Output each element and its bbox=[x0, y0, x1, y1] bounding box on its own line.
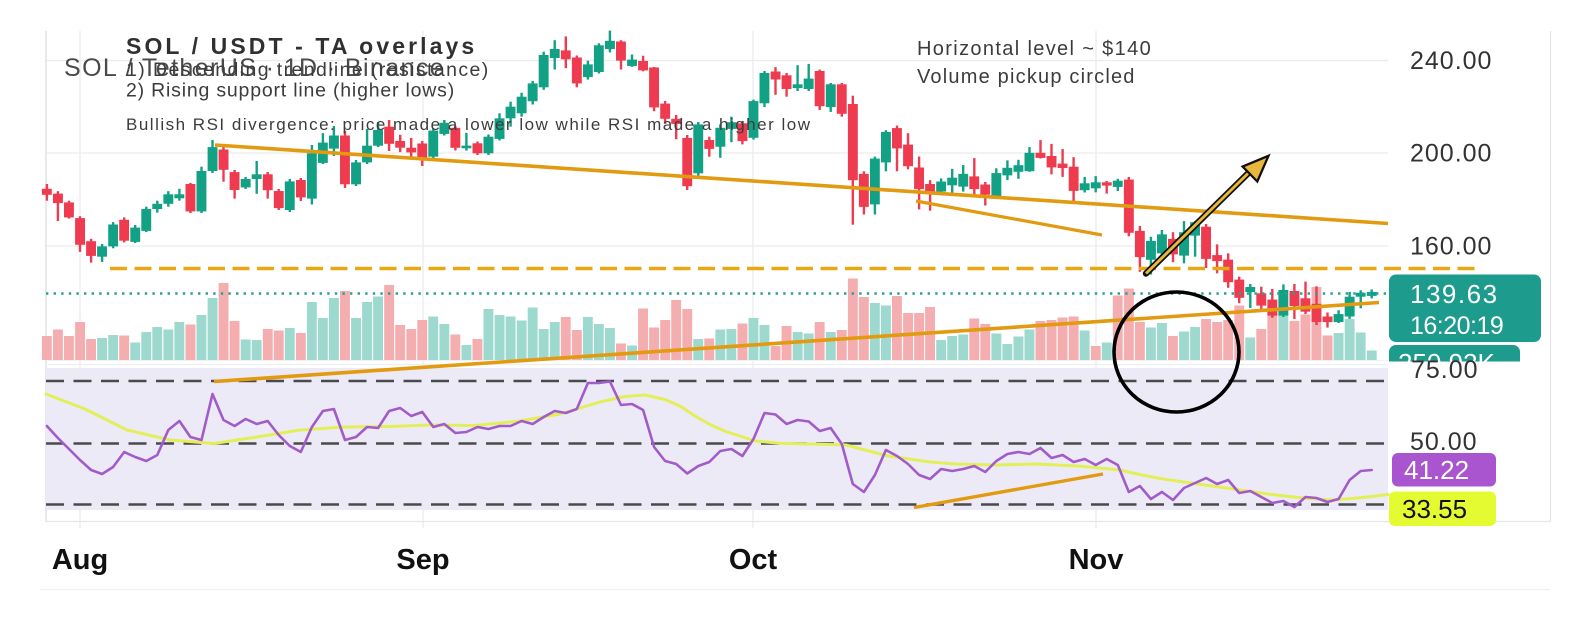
svg-text:Oct: Oct bbox=[729, 544, 778, 576]
svg-text:Aug: Aug bbox=[52, 544, 108, 576]
svg-text:SOL / USDT - TA overlays: SOL / USDT - TA overlays bbox=[126, 33, 477, 59]
svg-text:160.00: 160.00 bbox=[1410, 233, 1492, 261]
svg-text:33.55: 33.55 bbox=[1402, 494, 1467, 524]
svg-text:Nov: Nov bbox=[1069, 544, 1124, 576]
svg-text:SOL / TetherUS · 1D · Binance: SOL / TetherUS · 1D · Binance bbox=[64, 54, 445, 82]
svg-text:Volume pickup circled: Volume pickup circled bbox=[917, 66, 1136, 88]
svg-text:16:20:19: 16:20:19 bbox=[1410, 312, 1503, 340]
svg-text:139.63: 139.63 bbox=[1410, 279, 1499, 309]
svg-text:240.00: 240.00 bbox=[1410, 47, 1492, 75]
svg-text:75.00: 75.00 bbox=[1411, 356, 1479, 384]
svg-text:250.93K: 250.93K bbox=[1398, 348, 1496, 378]
svg-text:Horizontal level ~ $140: Horizontal level ~ $140 bbox=[917, 38, 1152, 60]
svg-text:200.00: 200.00 bbox=[1410, 140, 1492, 168]
svg-text:Sep: Sep bbox=[396, 544, 449, 576]
svg-text:Bullish RSI divergence: price: Bullish RSI divergence: price made a low… bbox=[126, 115, 812, 134]
svg-text:1) Descending trendline (resis: 1) Descending trendline (resistance) bbox=[126, 59, 490, 81]
svg-text:2) Rising support line (higher: 2) Rising support line (higher lows) bbox=[126, 80, 455, 102]
svg-text:41.22: 41.22 bbox=[1404, 455, 1469, 485]
svg-text:50.00: 50.00 bbox=[1410, 428, 1478, 456]
